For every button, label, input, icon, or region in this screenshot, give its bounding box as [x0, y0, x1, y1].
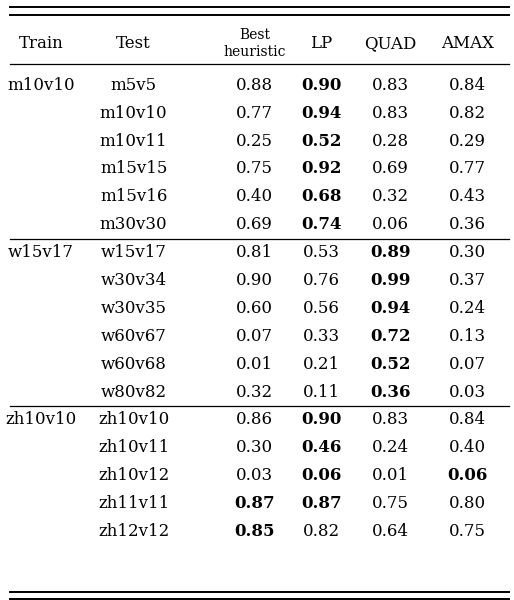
Text: w30v34: w30v34: [101, 272, 167, 289]
Text: w60v67: w60v67: [101, 328, 167, 345]
Text: 0.11: 0.11: [303, 383, 340, 401]
Text: 0.30: 0.30: [236, 439, 273, 457]
Text: m10v10: m10v10: [100, 104, 168, 122]
Text: zh11v11: zh11v11: [98, 495, 169, 512]
Text: 0.29: 0.29: [449, 133, 486, 149]
Text: 0.37: 0.37: [449, 272, 486, 289]
Text: zh10v12: zh10v12: [98, 467, 169, 484]
Text: 0.24: 0.24: [449, 300, 486, 317]
Text: 0.69: 0.69: [236, 216, 273, 233]
Text: AMAX: AMAX: [441, 35, 494, 52]
Text: 0.06: 0.06: [301, 467, 341, 484]
Text: m5v5: m5v5: [111, 77, 157, 94]
Text: 0.83: 0.83: [372, 104, 409, 122]
Text: w15v17: w15v17: [101, 244, 167, 261]
Text: 0.01: 0.01: [372, 467, 409, 484]
Text: 0.86: 0.86: [236, 412, 273, 428]
Text: 0.77: 0.77: [236, 104, 273, 122]
Text: 0.84: 0.84: [449, 412, 486, 428]
Text: 0.07: 0.07: [236, 328, 273, 345]
Text: 0.28: 0.28: [372, 133, 409, 149]
Text: 0.82: 0.82: [303, 523, 340, 540]
Text: 0.80: 0.80: [449, 495, 486, 512]
Text: 0.46: 0.46: [301, 439, 341, 457]
Text: 0.75: 0.75: [449, 523, 486, 540]
Text: 0.06: 0.06: [372, 216, 409, 233]
Text: 0.83: 0.83: [372, 77, 409, 94]
Text: w15v17: w15v17: [8, 244, 74, 261]
Text: 0.75: 0.75: [372, 495, 409, 512]
Text: 0.52: 0.52: [371, 356, 411, 373]
Text: 0.72: 0.72: [370, 328, 411, 345]
Text: 0.07: 0.07: [449, 356, 486, 373]
Text: 0.03: 0.03: [236, 467, 273, 484]
Text: 0.24: 0.24: [372, 439, 409, 457]
Text: 0.84: 0.84: [449, 77, 486, 94]
Text: 0.74: 0.74: [301, 216, 341, 233]
Text: 0.30: 0.30: [449, 244, 486, 261]
Text: 0.82: 0.82: [449, 104, 486, 122]
Text: 0.90: 0.90: [236, 272, 273, 289]
Text: 0.03: 0.03: [449, 383, 486, 401]
Text: m30v30: m30v30: [100, 216, 168, 233]
Text: 0.36: 0.36: [449, 216, 486, 233]
Text: Best
heuristic: Best heuristic: [223, 28, 286, 59]
Text: 0.99: 0.99: [371, 272, 411, 289]
Text: 0.64: 0.64: [372, 523, 409, 540]
Text: m15v15: m15v15: [100, 160, 168, 178]
Text: 0.88: 0.88: [236, 77, 273, 94]
Text: 0.60: 0.60: [236, 300, 273, 317]
Text: 0.52: 0.52: [301, 133, 341, 149]
Text: 0.90: 0.90: [301, 412, 341, 428]
Text: 0.68: 0.68: [301, 188, 341, 205]
Text: zh10v11: zh10v11: [98, 439, 169, 457]
Text: 0.94: 0.94: [371, 300, 411, 317]
Text: 0.36: 0.36: [371, 383, 411, 401]
Text: 0.40: 0.40: [449, 439, 486, 457]
Text: m10v10: m10v10: [7, 77, 75, 94]
Text: 0.75: 0.75: [236, 160, 273, 178]
Text: 0.01: 0.01: [236, 356, 273, 373]
Text: 0.92: 0.92: [301, 160, 341, 178]
Text: QUAD: QUAD: [364, 35, 417, 52]
Text: 0.40: 0.40: [236, 188, 273, 205]
Text: 0.43: 0.43: [449, 188, 486, 205]
Text: 0.13: 0.13: [449, 328, 486, 345]
Text: 0.32: 0.32: [372, 188, 409, 205]
Text: 0.81: 0.81: [236, 244, 273, 261]
Text: 0.53: 0.53: [303, 244, 340, 261]
Text: 0.25: 0.25: [236, 133, 273, 149]
Text: LP: LP: [310, 35, 333, 52]
Text: zh10v10: zh10v10: [98, 412, 169, 428]
Text: m15v16: m15v16: [100, 188, 168, 205]
Text: 0.90: 0.90: [301, 77, 341, 94]
Text: zh12v12: zh12v12: [98, 523, 169, 540]
Text: 0.32: 0.32: [236, 383, 273, 401]
Text: 0.21: 0.21: [303, 356, 340, 373]
Text: 0.33: 0.33: [303, 328, 340, 345]
Text: 0.85: 0.85: [234, 523, 274, 540]
Text: 0.87: 0.87: [301, 495, 342, 512]
Text: 0.56: 0.56: [303, 300, 340, 317]
Text: w30v35: w30v35: [101, 300, 167, 317]
Text: 0.83: 0.83: [372, 412, 409, 428]
Text: m10v11: m10v11: [100, 133, 168, 149]
Text: 0.87: 0.87: [234, 495, 275, 512]
Text: 0.89: 0.89: [371, 244, 411, 261]
Text: 0.77: 0.77: [449, 160, 486, 178]
Text: 0.69: 0.69: [372, 160, 409, 178]
Text: Test: Test: [116, 35, 151, 52]
Text: 0.76: 0.76: [303, 272, 340, 289]
Text: zh10v10: zh10v10: [6, 412, 77, 428]
Text: Train: Train: [19, 35, 64, 52]
Text: w80v82: w80v82: [101, 383, 167, 401]
Text: 0.94: 0.94: [301, 104, 341, 122]
Text: w60v68: w60v68: [101, 356, 167, 373]
Text: 0.06: 0.06: [448, 467, 488, 484]
